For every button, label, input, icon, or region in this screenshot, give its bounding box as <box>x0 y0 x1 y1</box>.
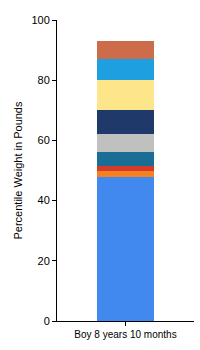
svg-text:Percentile Weight in Pounds: Percentile Weight in Pounds <box>12 101 24 239</box>
svg-text:80: 80 <box>38 74 50 86</box>
svg-text:40: 40 <box>38 194 50 206</box>
svg-text:60: 60 <box>38 134 50 146</box>
svg-text:0: 0 <box>44 315 50 327</box>
svg-text:20: 20 <box>38 255 50 267</box>
svg-text:Boy 8 years 10 months: Boy 8 years 10 months <box>74 329 176 340</box>
svg-text:100: 100 <box>31 14 49 26</box>
